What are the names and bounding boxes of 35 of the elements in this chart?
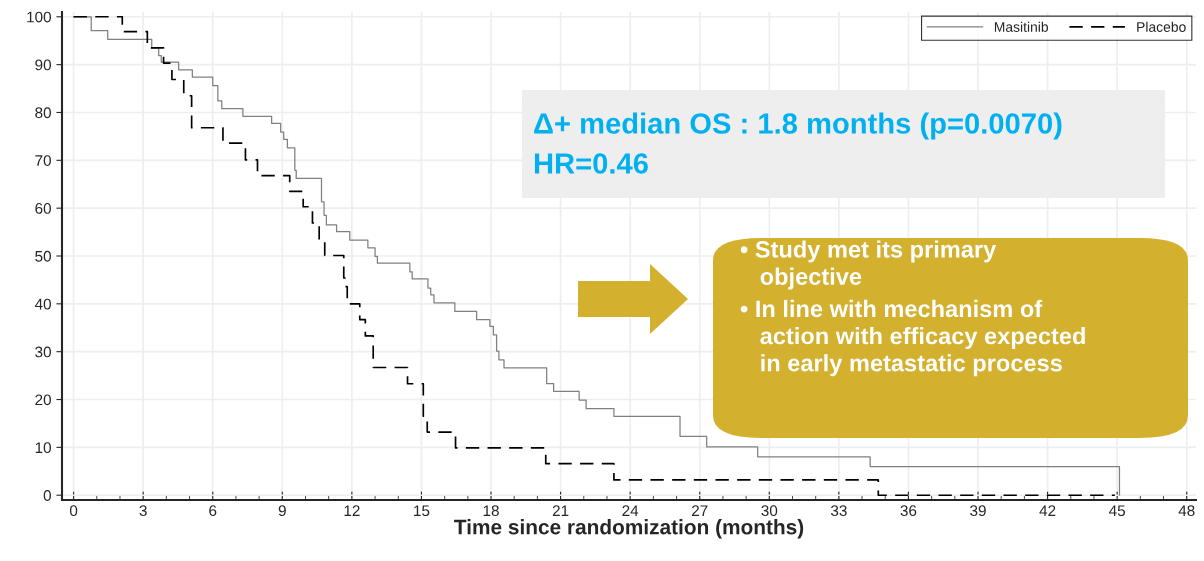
- x-tick-label: 21: [552, 505, 569, 516]
- annotation: HR=0.46: [534, 153, 648, 174]
- x-tick-label: 42: [1039, 505, 1056, 516]
- y-tick-label: 100: [27, 11, 51, 23]
- y-tick-label: 70: [35, 155, 51, 166]
- y-tick-label: 60: [35, 203, 51, 214]
- x-tick-label: 9: [278, 505, 286, 517]
- y-tick-label: 20: [35, 394, 51, 406]
- x-tick-label: 30: [761, 505, 778, 517]
- x-tick-label: 48: [1178, 505, 1195, 517]
- x-tick-label: 6: [209, 505, 217, 517]
- annotation: Δ+ median OS : 1.8 months (p=0.0070): [534, 112, 1062, 140]
- y-tick-label: 50: [35, 250, 51, 262]
- x-tick-label: 45: [1109, 505, 1126, 517]
- x-tick-label: 0: [69, 505, 78, 517]
- y-tick-label: 0: [43, 490, 51, 501]
- legend-label: Masitinib: [994, 21, 1049, 32]
- x-axis-title: Time since randomization (months): [454, 519, 804, 539]
- x-tick-label: 12: [344, 505, 360, 516]
- x-tick-label: 39: [970, 505, 986, 517]
- annotation: • In line with mechanism of action with efficacy expected in early metastatic process: [740, 299, 1085, 377]
- x-tick-label: 18: [483, 505, 499, 517]
- y-tick-label: 80: [35, 107, 51, 119]
- y-tick-label: 40: [34, 298, 51, 310]
- legend-label: Placebo: [1137, 21, 1186, 32]
- x-tick-label: 15: [414, 505, 430, 517]
- x-tick-label: 3: [139, 505, 147, 517]
- y-tick-label: 90: [35, 59, 51, 71]
- x-tick-label: 36: [900, 505, 917, 517]
- y-tick-label: 10: [35, 442, 51, 454]
- x-tick-label: 27: [692, 505, 708, 516]
- x-tick-label: 33: [830, 505, 847, 517]
- y-tick-label: 30: [35, 346, 51, 358]
- x-tick-label: 24: [622, 505, 639, 516]
- annotation: • Study met its primary objective: [740, 240, 997, 290]
